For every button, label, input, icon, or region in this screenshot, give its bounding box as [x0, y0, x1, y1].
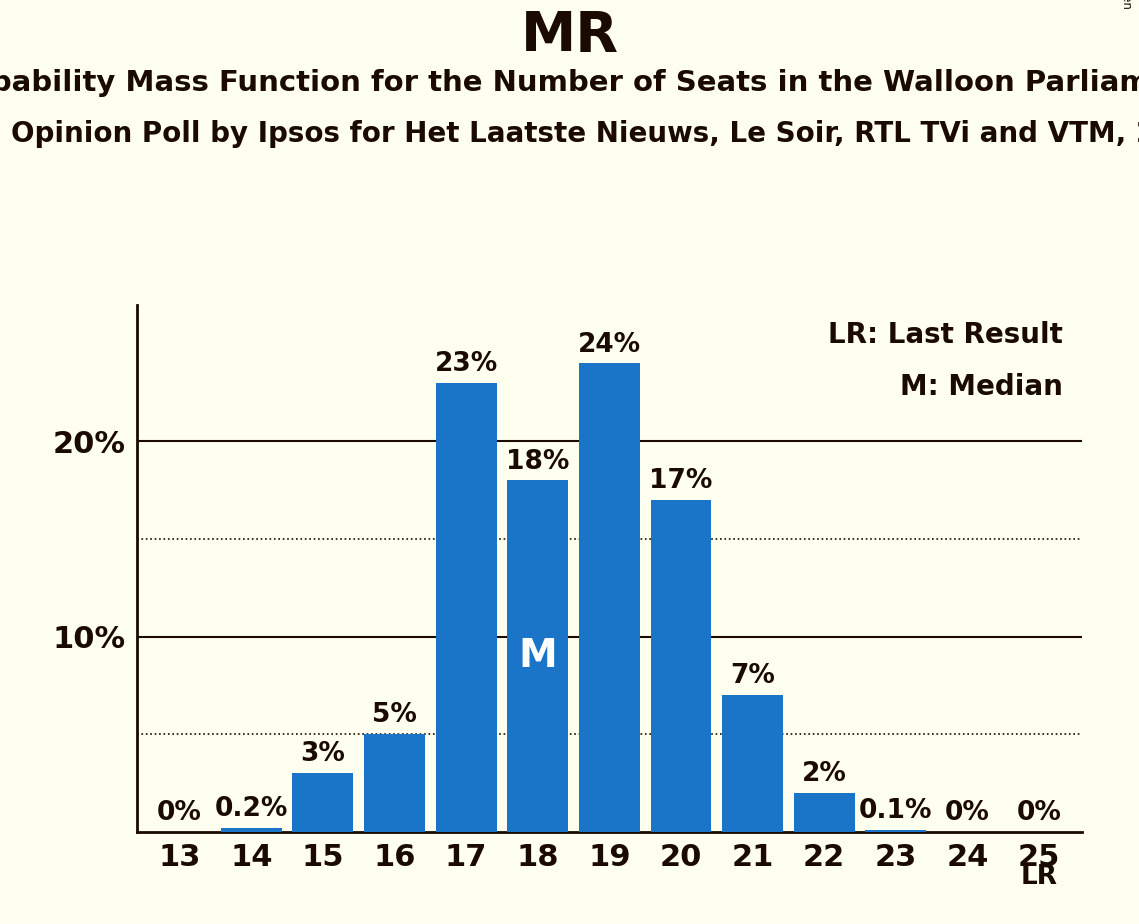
- Text: 0%: 0%: [945, 800, 990, 826]
- Text: 2%: 2%: [802, 760, 846, 786]
- Bar: [364, 734, 425, 832]
- Text: 0.2%: 0.2%: [214, 796, 288, 821]
- Text: 23%: 23%: [434, 351, 498, 377]
- Bar: [794, 793, 854, 832]
- Text: 0%: 0%: [157, 800, 202, 826]
- Text: 24%: 24%: [577, 332, 641, 358]
- Text: LR: Last Result: LR: Last Result: [828, 321, 1063, 348]
- Text: Opinion Poll by Ipsos for Het Laatste Nieuws, Le Soir, RTL TVi and VTM, 27 Novem: Opinion Poll by Ipsos for Het Laatste Ni…: [11, 120, 1139, 148]
- Text: 18%: 18%: [506, 449, 570, 475]
- Bar: [866, 830, 926, 832]
- Bar: [221, 828, 281, 832]
- Text: 17%: 17%: [649, 468, 713, 494]
- Text: Probability Mass Function for the Number of Seats in the Walloon Parliament: Probability Mass Function for the Number…: [0, 69, 1139, 97]
- Bar: [650, 500, 712, 832]
- Bar: [293, 773, 353, 832]
- Bar: [579, 363, 640, 832]
- Text: 0%: 0%: [1017, 800, 1062, 826]
- Text: 7%: 7%: [730, 663, 775, 689]
- Text: LR: LR: [1021, 864, 1058, 890]
- Text: 5%: 5%: [372, 702, 417, 728]
- Bar: [507, 480, 568, 832]
- Text: 0.1%: 0.1%: [859, 797, 933, 824]
- Bar: [722, 695, 782, 832]
- Text: MR: MR: [521, 9, 618, 63]
- Bar: [436, 383, 497, 832]
- Text: M: M: [518, 637, 557, 675]
- Text: © 2018 Filip van Laenen: © 2018 Filip van Laenen: [1121, 0, 1133, 9]
- Text: 3%: 3%: [301, 741, 345, 767]
- Text: M: Median: M: Median: [900, 373, 1063, 401]
